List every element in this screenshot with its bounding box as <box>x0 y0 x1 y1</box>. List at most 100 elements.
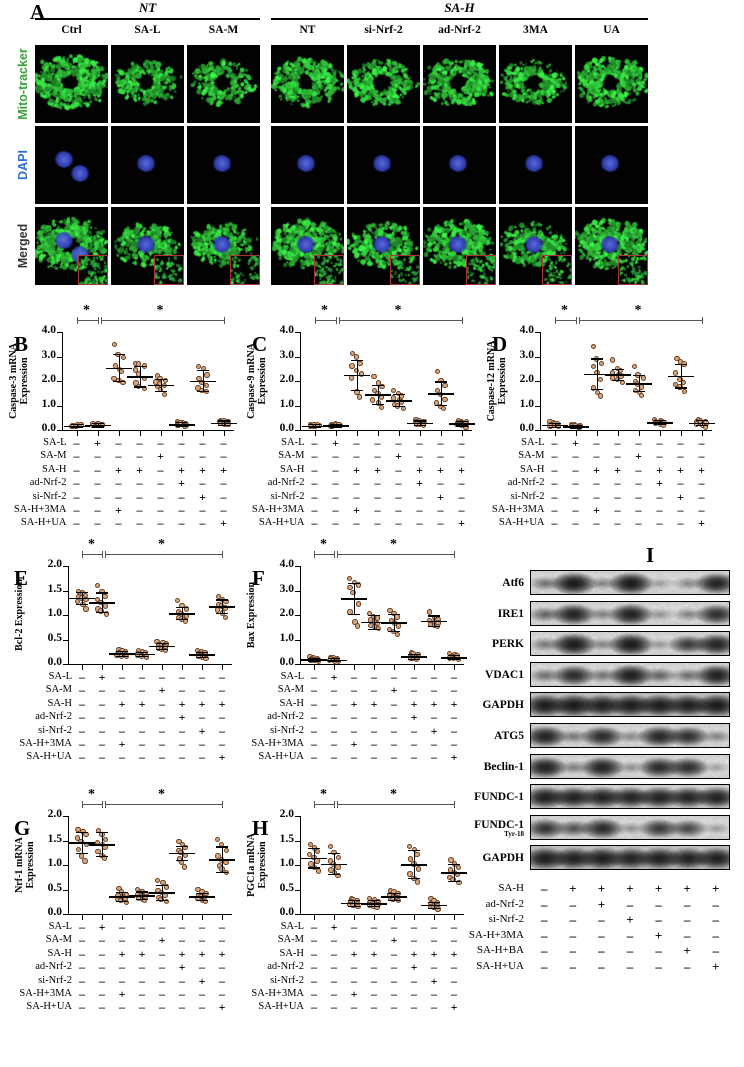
condition-row-label: SA-H+UA <box>258 517 305 529</box>
data-point <box>120 355 126 361</box>
panel-a-micrograph <box>35 45 108 123</box>
data-point <box>162 377 169 384</box>
panel-letter-a: A <box>30 0 46 24</box>
panel-i-condition-mark: – <box>712 927 719 943</box>
panel-a-micrograph <box>499 126 572 204</box>
error-cap <box>569 427 582 429</box>
error-cap <box>408 653 420 655</box>
error-cap <box>176 859 188 861</box>
condition-mark: + <box>218 946 226 961</box>
significance-cap <box>102 551 104 558</box>
panel-i-condition-mark: + <box>569 881 577 896</box>
data-point <box>618 373 624 379</box>
condition-mark: – <box>458 489 465 504</box>
condition-mark: – <box>199 683 205 698</box>
condition-mark: – <box>451 987 457 1001</box>
error-bar <box>419 420 421 425</box>
panel-a-zoom-inset <box>230 255 260 285</box>
condition-row-label: ad-Nrf-2 <box>507 477 545 489</box>
condition-mark: – <box>311 946 317 961</box>
condition-mark: – <box>331 750 337 765</box>
x-tick-mark <box>374 915 376 920</box>
condition-row-label: SA-H+3MA <box>491 504 545 515</box>
y-tick-mark <box>295 332 300 334</box>
error-cap <box>632 375 645 377</box>
condition-mark: – <box>199 503 206 517</box>
error-bar <box>182 845 184 860</box>
significance-cap <box>554 317 556 324</box>
condition-mark: + <box>430 723 438 738</box>
significance-cap <box>314 317 316 324</box>
condition-mark: – <box>199 516 206 531</box>
y-tick-mark <box>57 405 62 407</box>
panel-letter-d: D <box>492 332 508 356</box>
y-tick-mark <box>63 566 68 568</box>
y-tick-mark <box>57 381 62 383</box>
error-cap <box>413 424 426 427</box>
data-point <box>455 864 461 871</box>
condition-mark: – <box>73 503 80 517</box>
condition-row-label: ad-Nrf-2 <box>35 711 72 723</box>
panel-i-condition-row-label: SA-H+UA <box>476 959 524 972</box>
condition-mark: – <box>311 987 317 1001</box>
condition-mark: – <box>395 476 402 491</box>
panel-a-column-label: Ctrl <box>61 24 82 36</box>
error-bar <box>202 892 204 900</box>
error-bar <box>617 368 619 380</box>
error-cap <box>175 426 188 428</box>
condition-mark: – <box>79 933 85 948</box>
condition-mark: – <box>411 737 417 751</box>
condition-mark: + <box>157 449 164 464</box>
error-cap <box>408 658 420 660</box>
error-bar <box>374 615 376 629</box>
data-point <box>356 394 363 400</box>
data-point <box>590 363 597 369</box>
condition-mark: – <box>451 737 457 751</box>
condition-mark: – <box>79 987 85 1001</box>
x-tick-mark <box>139 431 141 436</box>
condition-mark: + <box>330 670 338 684</box>
condition-mark: – <box>119 920 125 934</box>
panel-letter-c: C <box>252 332 268 356</box>
panel-a-zoom-inset <box>618 255 648 285</box>
x-axis <box>62 430 234 432</box>
data-point <box>434 368 441 375</box>
condition-row-label: SA-H <box>41 463 67 475</box>
panel-i-condition-mark: – <box>626 927 634 943</box>
condition-mark: – <box>119 710 125 725</box>
data-point <box>347 584 353 591</box>
condition-mark: – <box>374 476 381 491</box>
data-point <box>75 846 82 852</box>
y-tick-label: 0.0 <box>47 906 62 918</box>
condition-mark: + <box>353 462 360 477</box>
y-axis <box>300 566 302 665</box>
panel-a-group-label: NT <box>138 0 157 15</box>
condition-mark: – <box>311 476 318 491</box>
condition-mark: – <box>179 737 185 751</box>
data-point <box>597 377 604 383</box>
y-tick-mark <box>57 332 62 334</box>
y-tick-mark <box>295 590 300 592</box>
blot-strip <box>530 692 730 718</box>
data-point <box>308 861 314 867</box>
condition-mark: – <box>139 933 145 948</box>
condition-mark: – <box>391 946 397 961</box>
condition-mark: + <box>178 710 186 725</box>
panel-a-micrograph <box>423 207 496 285</box>
condition-mark: – <box>73 476 80 491</box>
x-tick-mark <box>122 665 124 670</box>
error-bar <box>575 424 577 428</box>
condition-mark: – <box>331 737 337 751</box>
condition-mark: – <box>411 683 417 698</box>
condition-row-label: si-Nrf-2 <box>510 490 545 502</box>
condition-mark: – <box>635 516 642 531</box>
error-cap <box>368 906 380 908</box>
condition-mark: – <box>331 710 337 725</box>
condition-row-label: SA-H <box>519 463 545 475</box>
x-axis <box>68 914 232 916</box>
condition-row-label: SA-M <box>277 684 304 696</box>
condition-mark: – <box>371 750 377 765</box>
error-cap <box>112 354 125 356</box>
x-tick-mark <box>122 915 124 920</box>
condition-mark: + <box>115 462 122 477</box>
